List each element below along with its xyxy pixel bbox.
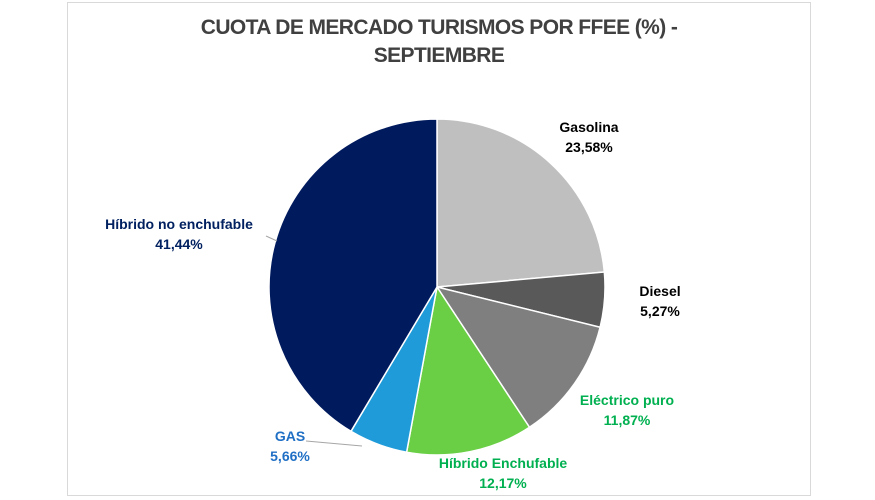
data-value: 23,58% [565,139,613,155]
chart-title-line-2: SEPTIEMBRE [373,44,505,67]
leader-line [305,440,363,447]
chart-title-line-1: CUOTA DE MERCADO TURISMOS POR FFEE (%) - [200,16,678,39]
chart-title: CUOTA DE MERCADO TURISMOS POR FFEE (%) -… [67,14,811,70]
data-value: 5,27% [640,303,680,319]
data-label: Eléctrico puro [580,392,674,408]
pie-slice-el-ctrico-puro [435,285,602,429]
chart-frame [67,2,811,496]
data-label: Híbrido no enchufable [105,216,253,232]
pie-slice-h-brido-no-enchufable [268,118,438,433]
data-label: Diesel [639,283,680,299]
pie-slice-h-brido-enchufable [405,285,531,456]
leader-line [265,235,278,242]
pie-slice-gasolina [436,118,606,288]
data-value: 41,44% [155,236,203,252]
data-label: GAS [275,428,305,444]
data-value: 5,66% [270,448,310,464]
data-label: Gasolina [559,119,618,135]
data-value: 11,87% [604,412,651,428]
data-value: 12,17% [479,475,527,491]
data-label: Híbrido Enchufable [439,455,568,471]
